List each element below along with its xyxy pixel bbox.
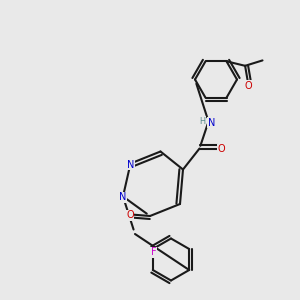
Text: F: F bbox=[151, 247, 156, 257]
Text: N: N bbox=[208, 118, 215, 128]
Text: O: O bbox=[217, 145, 225, 154]
Text: N: N bbox=[127, 160, 134, 170]
Text: O: O bbox=[244, 81, 252, 91]
Text: H: H bbox=[200, 116, 206, 125]
Text: N: N bbox=[119, 193, 127, 202]
Text: O: O bbox=[126, 211, 134, 220]
